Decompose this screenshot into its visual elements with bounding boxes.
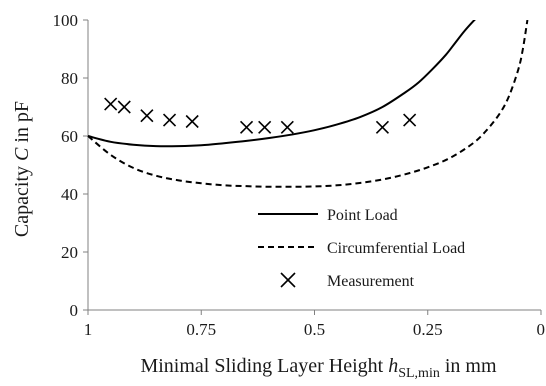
measurement-layer <box>104 97 417 134</box>
x-tick-label: 1 <box>84 320 93 339</box>
series-line-point-load <box>87 20 476 148</box>
measurement-point <box>104 97 118 111</box>
measurement-stroke <box>185 114 199 129</box>
measurement-stroke <box>239 120 254 134</box>
measurement-stroke <box>280 120 294 134</box>
legend-swatch-measurement <box>280 272 296 288</box>
legend-label-measurement: Measurement <box>327 273 415 290</box>
measurement-stroke <box>258 120 272 134</box>
legend-label-circumferential-load: Circumferential Load <box>327 240 465 257</box>
axes: 0 20 40 60 80 100 1 0.75 0.5 0.25 0 <box>53 11 546 339</box>
series-layer <box>87 20 529 188</box>
measurement-point <box>140 109 154 123</box>
y-tick-label: 100 <box>53 11 79 30</box>
y-axis-label: Capacity C in pF <box>11 101 33 237</box>
legend-marker-stroke <box>280 272 296 288</box>
measurement-point <box>258 120 272 134</box>
y-tick-label: 80 <box>61 69 78 88</box>
measurement-stroke <box>117 100 131 114</box>
y-tick-label: 40 <box>61 185 78 204</box>
measurement-point <box>185 114 199 129</box>
x-tick-label: 0.25 <box>413 320 443 339</box>
measurement-stroke <box>140 109 154 123</box>
measurement-stroke <box>375 120 390 134</box>
measurement-stroke <box>162 113 177 127</box>
measurement-point <box>117 100 131 114</box>
x-tick-label: 0.5 <box>304 320 325 339</box>
measurement-point <box>280 120 294 134</box>
legend-label-point-load: Point Load <box>327 207 398 224</box>
measurement-point <box>375 120 390 134</box>
measurement-point <box>239 120 254 134</box>
x-axis-label: Minimal Sliding Layer Height hSL,min in … <box>140 355 496 381</box>
y-tick-label: 60 <box>61 127 78 146</box>
series-line-circumferential-load <box>87 20 529 188</box>
axis-labels: Minimal Sliding Layer Height hSL,min in … <box>11 101 497 381</box>
measurement-point <box>403 113 417 127</box>
x-tick-label: 0 <box>537 320 546 339</box>
measurement-stroke <box>403 113 417 127</box>
measurement-point <box>162 113 177 127</box>
y-tick-label: 0 <box>70 301 79 320</box>
legend: Point Load Circumferential Load Measuremen… <box>258 207 465 290</box>
measurement-stroke <box>104 97 118 111</box>
y-tick-label: 20 <box>61 243 78 262</box>
x-tick-label: 0.75 <box>186 320 216 339</box>
